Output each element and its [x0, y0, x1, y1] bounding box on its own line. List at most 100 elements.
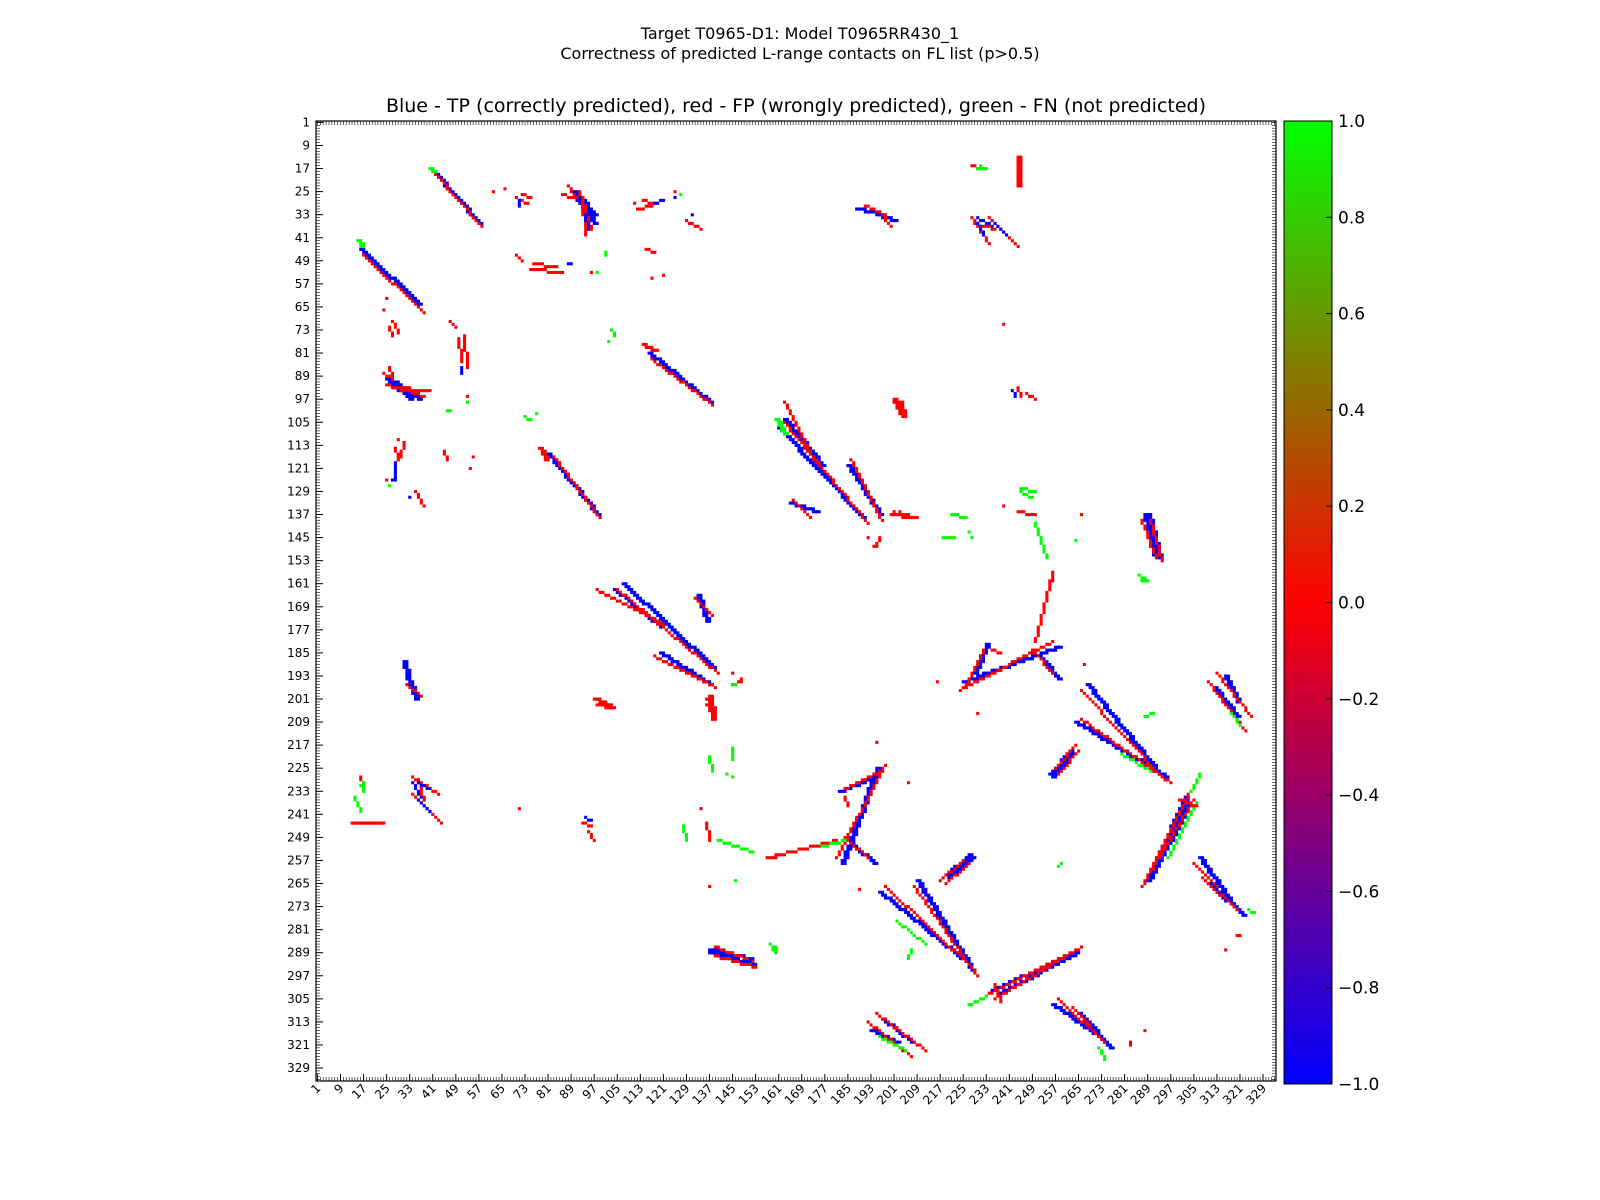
contact-cell-fp: [1016, 386, 1020, 390]
contact-cell-fp: [904, 513, 908, 517]
contact-cell-fp: [523, 201, 527, 205]
contact-cell-tp: [1025, 657, 1029, 661]
contact-cell-fp: [523, 193, 527, 197]
contact-cell-tp: [708, 616, 712, 620]
contact-cell-tp: [1175, 821, 1179, 825]
contact-cell-tp: [935, 936, 939, 940]
contact-cell-tp: [713, 948, 717, 952]
contact-cell-fp: [944, 942, 948, 946]
contact-cell-fp: [878, 1029, 882, 1033]
contact-cell-fp: [586, 501, 591, 505]
contact-cell-fn: [956, 513, 960, 517]
contact-cell-tp: [405, 677, 409, 681]
contact-cell-fn: [1143, 579, 1147, 583]
contact-cell-tp: [878, 507, 882, 511]
contact-cell-fn: [612, 331, 617, 335]
contact-cell-fp: [1224, 683, 1228, 687]
contact-cell-tp: [1226, 674, 1231, 678]
contact-cell-fp: [566, 184, 570, 188]
contact-cell-fn: [1039, 541, 1043, 545]
contact-cell-fp: [1177, 798, 1182, 802]
contact-cell-tp: [1229, 899, 1233, 903]
contact-cell-fn: [780, 420, 784, 424]
contact-cell-fp: [1152, 769, 1156, 773]
contact-cell-tp: [546, 452, 550, 456]
contact-cell-tp: [439, 175, 444, 179]
contact-cell-fp: [843, 786, 847, 791]
contact-cell-fp: [794, 435, 798, 439]
contact-cell-fp: [581, 198, 585, 202]
contact-cell-fp: [656, 363, 660, 367]
contact-cell-fp: [788, 412, 792, 416]
contact-cell-fp: [1077, 948, 1081, 952]
contact-cell-fp: [797, 426, 801, 430]
contact-cell-tp: [1215, 876, 1219, 880]
contact-cell-tp: [930, 931, 934, 935]
contact-cell-tp: [895, 1040, 899, 1044]
contact-cell-fp: [863, 804, 867, 808]
contact-cell-fp: [1134, 755, 1138, 759]
contact-cell-fn: [716, 838, 720, 842]
contact-cell-fn: [958, 515, 962, 520]
contact-cell-fp: [1010, 985, 1014, 989]
contact-cell-fp: [592, 510, 596, 514]
contact-cell-tp: [1154, 530, 1158, 534]
contact-cell-fp: [589, 224, 593, 228]
contact-cell-tp: [785, 420, 789, 424]
contact-cell-fp: [1218, 674, 1222, 678]
contact-cell-fp: [612, 596, 617, 600]
contact-cell-fp: [1062, 758, 1066, 762]
contact-cell-fp: [598, 590, 602, 594]
contact-cell-tp: [918, 922, 922, 926]
contact-cell-tp: [745, 959, 749, 963]
contact-cell-tp: [575, 198, 579, 202]
contact-cell-tp: [938, 916, 942, 920]
contact-cell-tp: [840, 861, 844, 865]
contact-cell-fp: [359, 775, 363, 779]
contact-cell-tp: [474, 216, 478, 220]
contact-cell-fp: [927, 905, 931, 909]
contact-cell-tp: [618, 593, 622, 597]
contact-cell-fn: [1134, 761, 1138, 765]
contact-cell-tp: [1054, 674, 1058, 678]
contact-cell-fp: [638, 207, 642, 211]
contact-cell-fp: [653, 616, 657, 620]
contact-cell-fp: [589, 270, 593, 274]
contact-cell-tp: [693, 671, 697, 675]
contact-cell-tp: [1054, 769, 1058, 773]
contact-cell-fp: [685, 645, 689, 649]
contact-cell-fp: [690, 674, 694, 678]
contact-cell-fp: [1224, 703, 1228, 707]
contact-cell-tp: [416, 792, 420, 796]
contact-cell-fp: [673, 665, 677, 669]
contact-cell-tp: [656, 201, 660, 205]
contact-cell-tp: [659, 616, 663, 620]
contact-cell-fp: [1209, 884, 1213, 889]
contact-cell-fp: [895, 1026, 899, 1030]
contact-cell-tp: [950, 945, 954, 949]
contact-cell-fp: [350, 821, 354, 825]
contact-cell-fp: [382, 273, 386, 277]
x-tick-label: 33: [395, 1081, 416, 1102]
contact-cell-fn: [1042, 550, 1046, 554]
contact-cell-tp: [1108, 709, 1112, 713]
contact-cell-fp: [944, 873, 948, 877]
contact-cell-tp: [667, 654, 671, 658]
contact-cell-tp: [477, 219, 481, 223]
contact-cell-fp: [713, 711, 717, 716]
contact-cell-fn: [731, 752, 735, 756]
contact-cell-tp: [901, 908, 905, 912]
contact-cell-fp: [719, 948, 723, 952]
contact-cell-fn: [1177, 833, 1182, 837]
contact-cell-fp: [1166, 835, 1170, 840]
contact-cell-fp: [996, 988, 1000, 992]
contact-cell-tp: [736, 957, 740, 961]
contact-cell-fp: [1215, 691, 1219, 695]
contact-cell-fp: [800, 432, 804, 436]
contact-cell-tp: [999, 991, 1003, 995]
contact-cell-fp: [1221, 677, 1225, 681]
contact-cell-tp: [1232, 902, 1236, 906]
contact-cell-fp: [843, 835, 847, 840]
contact-cell-fn: [1042, 544, 1046, 548]
contact-cell-fn: [1169, 850, 1173, 854]
